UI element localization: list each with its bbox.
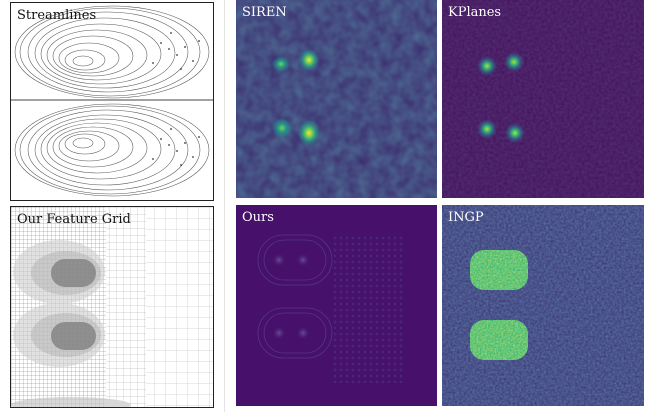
ingp-label: INGP xyxy=(448,210,484,225)
kplanes-label: KPlanes xyxy=(448,5,502,20)
ours-panel: Ours xyxy=(236,205,437,406)
feature-grid-label: Our Feature Grid xyxy=(17,212,131,227)
streamlines-panel: Streamlines xyxy=(10,2,214,201)
streamlines-plot xyxy=(11,5,213,197)
kplanes-panel: KPlanes xyxy=(442,0,644,198)
ours-heatmap xyxy=(236,205,437,406)
feature-grid-panel: Our Feature Grid xyxy=(10,206,214,408)
ingp-heatmap xyxy=(442,205,644,406)
streamlines-label: Streamlines xyxy=(17,8,97,23)
siren-label: SIREN xyxy=(242,5,287,20)
feature-grid-plot xyxy=(11,207,213,407)
kplanes-heatmap xyxy=(442,0,644,198)
column-divider xyxy=(224,0,225,412)
ours-label: Ours xyxy=(242,210,274,225)
siren-heatmap xyxy=(236,0,437,198)
ingp-panel: INGP xyxy=(442,205,644,406)
siren-panel: SIREN xyxy=(236,0,437,198)
